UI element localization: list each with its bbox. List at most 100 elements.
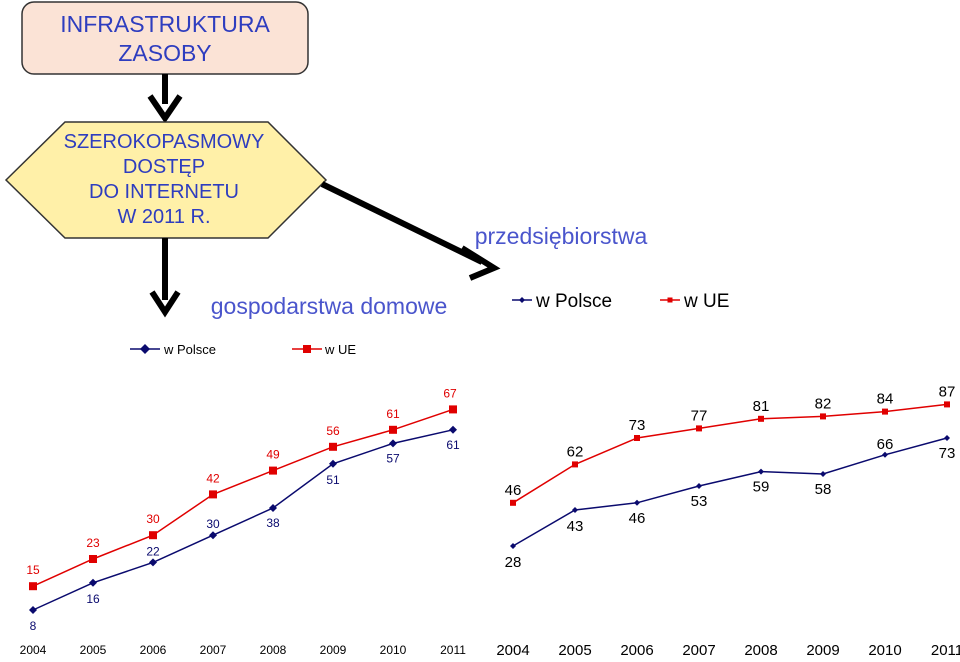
data-label-enterprises-poland-2007: 53 <box>691 493 708 510</box>
legend-enterprises-eu-marker <box>667 297 673 303</box>
legend-households-eu-label: w UE <box>324 342 356 357</box>
x-tick-households-2007: 2007 <box>200 643 227 657</box>
point-enterprises-poland-2006 <box>634 499 640 506</box>
point-households-eu-2005 <box>89 555 97 563</box>
arrow-diagonal-head <box>460 245 501 281</box>
x-tick-enterprises-2006: 2006 <box>620 642 653 657</box>
point-enterprises-eu-2004 <box>510 499 516 506</box>
infrastructure-box-line-2: ZASOBY <box>118 40 211 66</box>
data-label-enterprises-eu-2009: 82 <box>815 395 832 412</box>
legend-households-eu-marker <box>303 345 311 353</box>
point-households-poland-2004 <box>29 606 37 614</box>
data-label-households-poland-2008: 38 <box>266 516 280 530</box>
point-enterprises-poland-2004 <box>510 543 516 549</box>
data-label-households-poland-2007: 30 <box>206 517 220 531</box>
data-label-enterprises-poland-2010: 66 <box>877 436 894 453</box>
hexagon-line-3: DO INTERNETU <box>89 181 239 203</box>
data-label-households-eu-2004: 15 <box>26 563 40 577</box>
data-label-enterprises-eu-2004: 46 <box>505 482 522 499</box>
x-tick-enterprises-2005: 2005 <box>558 642 591 657</box>
point-enterprises-poland-2009 <box>820 471 826 477</box>
data-label-households-eu-2007: 42 <box>206 471 220 485</box>
data-label-households-eu-2009: 56 <box>326 424 340 438</box>
point-enterprises-poland-2008 <box>758 468 764 475</box>
legend-enterprises-eu-label: w UE <box>683 291 729 312</box>
enterprises-label: przedsiębiorstwa <box>475 223 648 249</box>
hexagon-line-2: DOSTĘP <box>123 156 205 178</box>
data-label-enterprises-eu-2005: 62 <box>567 443 584 460</box>
data-label-enterprises-poland-2008: 59 <box>753 479 770 496</box>
point-enterprises-eu-2008 <box>758 415 764 422</box>
point-enterprises-eu-2007 <box>696 425 702 432</box>
legend-households-poland-marker <box>140 344 150 354</box>
point-households-poland-2008 <box>269 504 277 512</box>
data-label-enterprises-eu-2007: 77 <box>691 407 708 424</box>
data-label-households-poland-2006: 22 <box>146 544 160 558</box>
hexagon-line-1: SZEROKOPASMOWY <box>64 131 265 153</box>
point-households-poland-2005 <box>89 578 97 587</box>
point-enterprises-eu-2005 <box>572 461 578 468</box>
series-line-households-eu <box>32 408 454 587</box>
legend-enterprises: w Polsce w UE <box>512 291 729 312</box>
point-households-poland-2006 <box>149 558 157 567</box>
data-label-enterprises-eu-2011: 87 <box>939 383 956 400</box>
point-enterprises-eu-2009 <box>820 413 826 420</box>
data-label-enterprises-eu-2006: 73 <box>629 417 646 434</box>
x-tick-enterprises-2010: 2010 <box>868 642 901 657</box>
data-label-households-poland-2009: 51 <box>326 473 340 487</box>
legend-households: w Polsce w UE <box>130 342 356 357</box>
point-households-eu-2010 <box>389 425 397 434</box>
hexagon-line-4: W 2011 R. <box>118 206 211 228</box>
data-label-households-poland-2011: 61 <box>446 438 460 452</box>
x-tick-households-2011: 2011 <box>440 643 466 657</box>
point-enterprises-eu-2011 <box>944 401 950 408</box>
arrow-down-1-head <box>147 94 183 124</box>
households-chart: 2004 2005 2006 2007 2008 2009 2010 2011 8 16 22 30 3… <box>20 386 467 657</box>
point-households-poland-2011 <box>449 425 457 434</box>
x-tick-households-2005: 2005 <box>80 643 107 657</box>
broadband-hexagon <box>4 121 328 239</box>
series-line-households-poland <box>32 429 454 611</box>
point-households-eu-2008 <box>269 466 277 475</box>
point-households-eu-2004 <box>29 582 37 591</box>
data-label-enterprises-poland-2009: 58 <box>815 481 832 498</box>
point-households-eu-2006 <box>149 531 157 540</box>
data-label-enterprises-poland-2006: 46 <box>629 510 646 527</box>
point-households-poland-2009 <box>329 459 337 468</box>
x-tick-households-2010: 2010 <box>380 643 407 657</box>
x-tick-enterprises-2004: 2004 <box>496 642 529 657</box>
data-label-households-poland-2010: 57 <box>386 451 400 465</box>
point-households-poland-2010 <box>389 439 397 448</box>
x-tick-households-2008: 2008 <box>260 643 287 657</box>
data-label-households-eu-2005: 23 <box>86 536 100 550</box>
legend-households-poland-label: w Polsce <box>163 342 216 357</box>
point-enterprises-poland-2011 <box>944 435 950 441</box>
point-enterprises-poland-2007 <box>696 483 702 489</box>
arrow-down-2-head <box>149 290 181 318</box>
data-label-households-eu-2006: 30 <box>146 512 160 526</box>
x-tick-households-2009: 2009 <box>320 643 347 657</box>
arrow-diagonal <box>320 181 484 265</box>
series-line-enterprises-poland <box>512 437 948 547</box>
point-households-eu-2007 <box>209 490 217 499</box>
enterprises-chart: 2004 2005 2006 2007 2008 2009 2010 2011 28 43 46 53… <box>496 383 960 659</box>
data-label-enterprises-eu-2010: 84 <box>877 391 894 408</box>
households-label: gospodarstwa domowe <box>211 293 448 319</box>
infrastructure-box-line-1: INFRASTRUKTURA <box>60 11 270 37</box>
legend-enterprises-poland-marker <box>519 297 525 303</box>
series-line-enterprises-eu <box>512 403 948 504</box>
data-label-households-eu-2008: 49 <box>266 448 280 462</box>
point-enterprises-eu-2006 <box>634 435 640 441</box>
x-tick-enterprises-2008: 2008 <box>744 642 777 657</box>
point-households-eu-2009 <box>329 442 337 451</box>
data-label-enterprises-poland-2004: 28 <box>505 554 522 571</box>
x-tick-enterprises-2011: 2011 <box>931 642 960 657</box>
data-label-enterprises-poland-2005: 43 <box>567 518 584 535</box>
point-households-poland-2007 <box>209 531 217 540</box>
point-enterprises-poland-2010 <box>882 451 888 458</box>
data-label-households-eu-2011: 67 <box>443 386 457 400</box>
data-label-households-poland-2004: 8 <box>30 619 37 633</box>
data-label-enterprises-eu-2008: 81 <box>753 398 770 415</box>
x-tick-households-2004: 2004 <box>20 643 47 657</box>
